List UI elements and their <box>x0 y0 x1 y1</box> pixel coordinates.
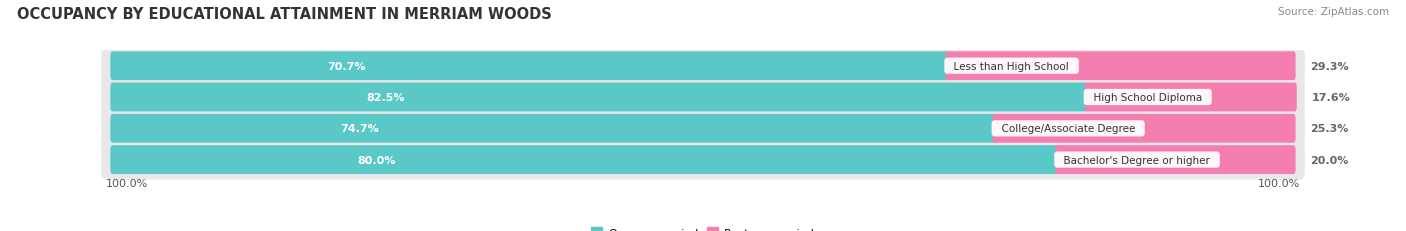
Text: 29.3%: 29.3% <box>1310 61 1348 71</box>
Text: 80.0%: 80.0% <box>359 155 396 165</box>
FancyBboxPatch shape <box>1054 146 1296 174</box>
Text: 100.0%: 100.0% <box>105 178 148 188</box>
Text: Less than High School: Less than High School <box>948 61 1076 71</box>
FancyBboxPatch shape <box>101 78 1305 118</box>
FancyBboxPatch shape <box>1084 83 1296 112</box>
Text: 100.0%: 100.0% <box>1258 178 1301 188</box>
Legend: Owner-occupied, Renter-occupied: Owner-occupied, Renter-occupied <box>586 223 820 231</box>
FancyBboxPatch shape <box>101 140 1305 180</box>
Text: 70.7%: 70.7% <box>328 61 366 71</box>
FancyBboxPatch shape <box>110 83 1088 112</box>
Text: 20.0%: 20.0% <box>1310 155 1348 165</box>
Text: 17.6%: 17.6% <box>1312 93 1350 103</box>
Text: 25.3%: 25.3% <box>1310 124 1348 134</box>
FancyBboxPatch shape <box>101 46 1305 86</box>
Text: High School Diploma: High School Diploma <box>1087 93 1209 103</box>
Text: 74.7%: 74.7% <box>340 124 378 134</box>
FancyBboxPatch shape <box>110 146 1060 174</box>
Text: 82.5%: 82.5% <box>366 93 405 103</box>
Text: Bachelor's Degree or higher: Bachelor's Degree or higher <box>1057 155 1216 165</box>
FancyBboxPatch shape <box>110 114 997 143</box>
FancyBboxPatch shape <box>110 52 949 81</box>
FancyBboxPatch shape <box>945 52 1296 81</box>
Text: OCCUPANCY BY EDUCATIONAL ATTAINMENT IN MERRIAM WOODS: OCCUPANCY BY EDUCATIONAL ATTAINMENT IN M… <box>17 7 551 22</box>
FancyBboxPatch shape <box>101 109 1305 149</box>
Text: Source: ZipAtlas.com: Source: ZipAtlas.com <box>1278 7 1389 17</box>
Text: College/Associate Degree: College/Associate Degree <box>994 124 1142 134</box>
FancyBboxPatch shape <box>993 114 1295 143</box>
